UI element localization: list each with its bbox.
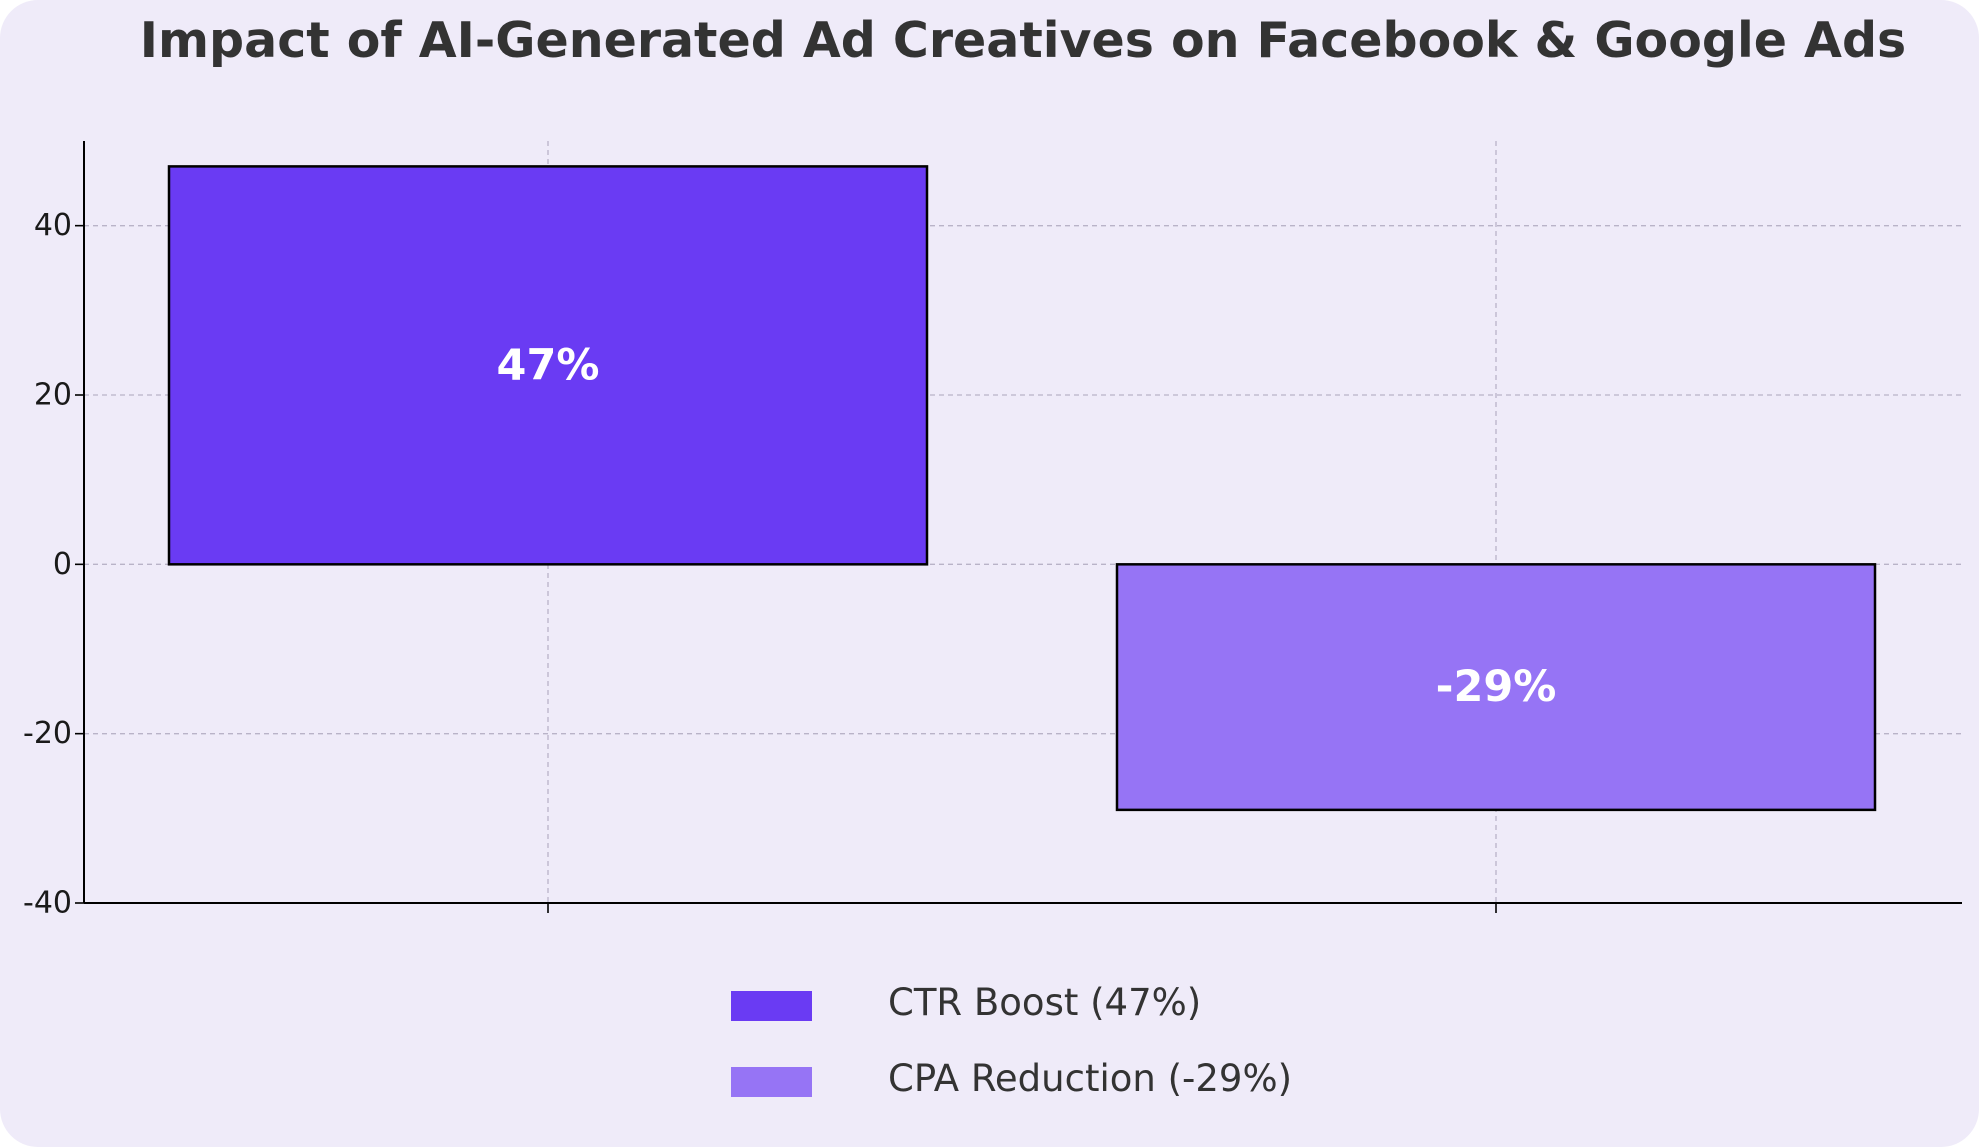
bar-cpa-reduction [1115,563,1877,812]
y-tick-label: 0 [53,547,72,582]
legend-swatch-ctr-boost [731,991,812,1021]
bars [167,165,1877,812]
legend-label-cpa-reduction: CPA Reduction (-29%) [888,1057,1293,1100]
legend-label-ctr-boost: CTR Boost (47%) [888,981,1202,1024]
y-tick-label: 40 [34,208,72,243]
legend-swatch-cpa-reduction [731,1067,812,1097]
data-label-cpa-reduction: -29% [1436,662,1557,712]
axes: -40 -20 0 20 40 [23,141,1962,921]
y-tick-label: 20 [34,378,72,413]
y-tick-label: -40 [23,886,72,921]
data-label-ctr-boost: 47% [497,340,600,390]
bar-ctr-boost [167,165,929,566]
data-labels: 47% -29% [497,340,1557,712]
y-tick-label: -20 [23,716,72,751]
chart-title: Impact of AI-Generated Ad Creatives on F… [139,12,1907,69]
